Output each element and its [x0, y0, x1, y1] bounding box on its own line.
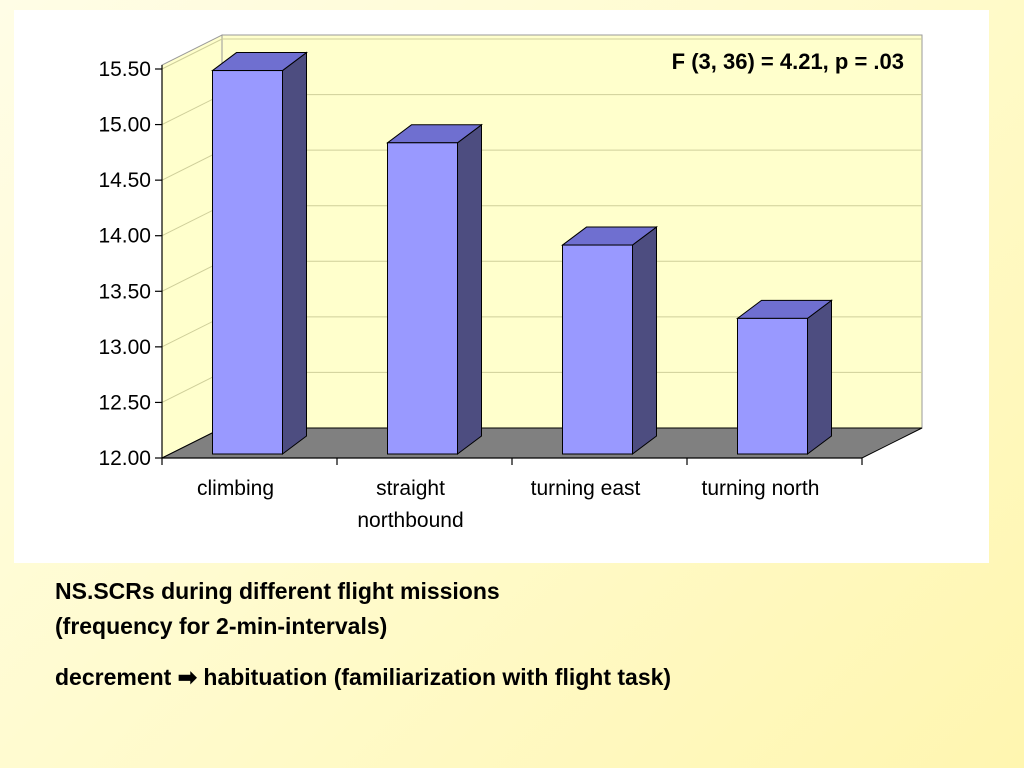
category-label: turning north [702, 477, 820, 500]
caption-decrement: decrement [55, 664, 172, 690]
y-tick-label: 14.00 [98, 225, 151, 248]
bar-side [282, 51, 307, 455]
category-label: turning east [531, 477, 641, 500]
chart-panel: 12.00 12.50 13.00 13.50 14.00 14.50 15.00 15.50… [14, 10, 989, 563]
caption-habituation: habituation (familiarization with flight… [203, 664, 672, 690]
y-tick-label: 15.50 [98, 58, 151, 81]
gridline [161, 38, 922, 70]
axes [155, 65, 863, 465]
caption-subtitle: (frequency for 2-min-intervals) [55, 613, 388, 639]
bar-chart: 12.00 12.50 13.00 13.50 14.00 14.50 15.00 15.50… [98, 34, 923, 532]
y-tick-label: 14.50 [98, 169, 151, 192]
bar-front [562, 244, 633, 455]
bar-side [457, 123, 482, 455]
labels: 12.00 12.50 13.00 13.50 14.00 14.50 15.00 15.50… [98, 49, 904, 532]
y-tick-label: 13.00 [98, 336, 151, 359]
y-tick-label: 12.50 [98, 391, 151, 414]
category-label: climbing [197, 477, 274, 500]
bars [211, 51, 833, 455]
arrow-right-icon: ➡ [177, 664, 197, 690]
category-label: straight northbound [357, 477, 463, 532]
caption-conclusion: decrement ➡ habituation (familiarization… [55, 664, 671, 691]
bar-front [387, 142, 458, 455]
y-tick-label: 12.00 [98, 447, 151, 470]
caption-title: NS.SCRs during different flight missions [55, 578, 500, 604]
bar [561, 226, 658, 455]
bar [211, 51, 308, 455]
bar [386, 123, 483, 455]
y-tick-label: 15.00 [98, 114, 151, 137]
bar-front [737, 317, 808, 455]
bar [736, 299, 833, 455]
bar-side [632, 226, 657, 455]
stat-annotation: F (3, 36) = 4.21, p = .03 [672, 49, 904, 74]
y-tick-label: 13.50 [98, 280, 151, 303]
bar-side [807, 299, 832, 455]
bar-front [212, 70, 283, 455]
